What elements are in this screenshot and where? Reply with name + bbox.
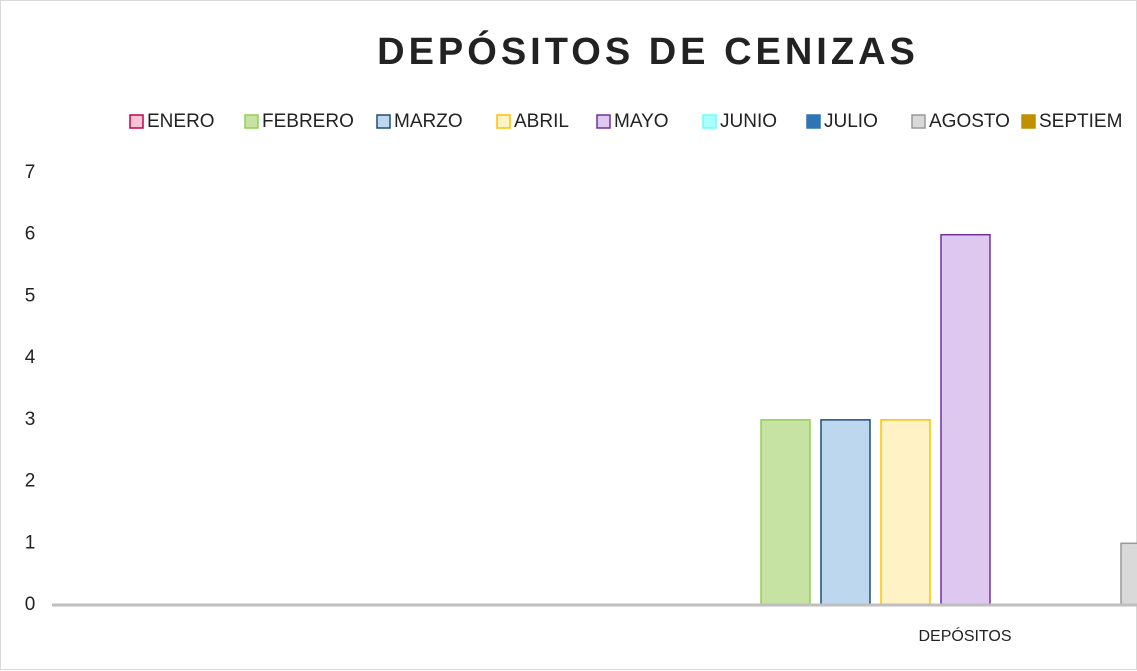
legend-label: JULIO: [824, 111, 878, 132]
bar: [940, 233, 991, 606]
legend-label: MARZO: [394, 111, 463, 132]
legend-swatch: [911, 114, 926, 129]
legend-label: FEBRERO: [262, 111, 354, 132]
bar: [820, 419, 871, 606]
y-tick-label: 5: [25, 285, 36, 306]
x-tick-label: DEPÓSITOS: [918, 626, 1011, 645]
legend-swatch: [496, 114, 511, 129]
y-tick-label: 1: [25, 532, 36, 553]
legend-swatch: [806, 114, 821, 129]
legend-label: SEPTIEM: [1039, 111, 1122, 132]
bar: [880, 419, 931, 606]
y-tick-label: 2: [25, 471, 36, 492]
legend-label: MAYO: [614, 111, 669, 132]
y-tick-label: 4: [25, 347, 36, 368]
legend-swatch: [376, 114, 391, 129]
bar: [1120, 542, 1137, 606]
y-tick-label: 6: [25, 224, 36, 245]
y-tick-label: 3: [25, 409, 36, 430]
bar: [760, 419, 811, 606]
chart-title: DEPÓSITOS DE CENIZAS: [377, 29, 919, 73]
legend-swatch: [244, 114, 259, 129]
legend-label: JUNIO: [720, 111, 777, 132]
legend-swatch: [596, 114, 611, 129]
legend-swatch: [1021, 114, 1036, 129]
legend-swatch: [702, 114, 717, 129]
y-tick-label: 7: [25, 162, 36, 183]
legend-label: AGOSTO: [929, 111, 1010, 132]
legend-label: ENERO: [147, 111, 215, 132]
legend-label: ABRIL: [514, 111, 569, 132]
y-tick-label: 0: [25, 594, 36, 615]
legend-swatch: [129, 114, 144, 129]
